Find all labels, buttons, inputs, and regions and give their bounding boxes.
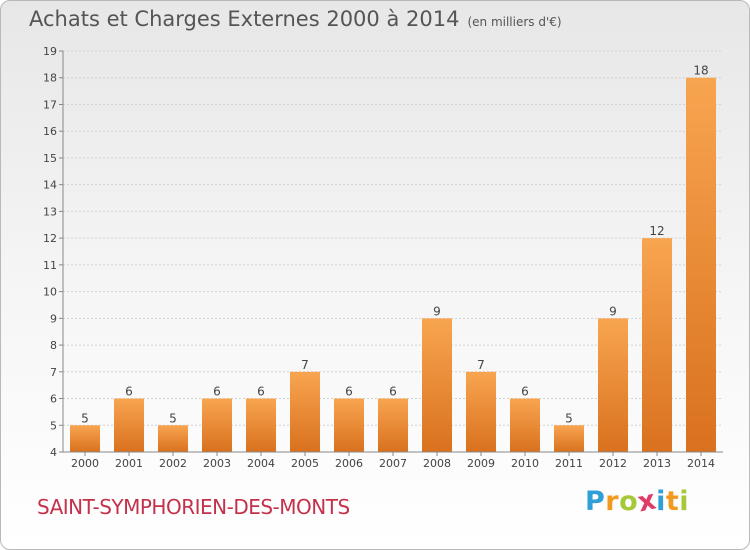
y-tick-label: 16 — [43, 125, 57, 138]
bar — [554, 425, 584, 452]
x-axis-labels: 2000 2001 2002 2003 2004 2005 2006 2007 2008 2009… — [71, 457, 715, 470]
logo-letter: r — [605, 486, 620, 517]
chart-title: Achats et Charges Externes 2000 à 2014 (e… — [29, 7, 562, 31]
bar — [246, 398, 276, 452]
bar — [422, 318, 452, 452]
bar-value-label: 6 — [125, 385, 133, 399]
x-tick-label: 2005 — [291, 457, 319, 470]
x-tick-label: 2004 — [247, 457, 275, 470]
bar-value-label: 6 — [257, 385, 265, 399]
bar-value-label: 5 — [565, 411, 573, 425]
bar — [378, 398, 408, 452]
bar-value-label: 5 — [81, 411, 89, 425]
logo-letter: o — [619, 486, 639, 517]
bar-value-label: 12 — [649, 224, 664, 238]
bar-value-label: 7 — [477, 358, 485, 372]
x-tick-label: 2013 — [643, 457, 671, 470]
x-tick-label: 2001 — [115, 457, 143, 470]
x-tick-label: 2002 — [159, 457, 187, 470]
logo-letter: t — [665, 486, 680, 517]
bar — [202, 398, 232, 452]
y-tick-label: 5 — [50, 419, 57, 432]
bar — [686, 77, 716, 452]
y-tick-label: 8 — [50, 339, 57, 352]
logo-letter: i — [679, 486, 690, 517]
bar-value-label: 9 — [433, 304, 441, 318]
bar-chart: 4 5 6 7 8 9 10 11 12 13 14 15 16 17 18 19 5 6 5 6 6 7 6 6 9 7 6 5 9… — [43, 45, 723, 470]
place-name: SAINT-SYMPHORIEN-DES-MONTS — [37, 495, 350, 519]
y-tick-label: 17 — [43, 98, 57, 111]
y-tick-label: 10 — [43, 286, 57, 299]
bar-value-label: 7 — [301, 358, 309, 372]
logo-letter: P — [585, 486, 606, 517]
proxiti-logo: Proxiti — [585, 484, 690, 518]
chart-title-text: Achats et Charges Externes 2000 à 2014 — [29, 7, 460, 31]
y-tick-label: 14 — [43, 179, 57, 192]
chart-unit: (en milliers d'€) — [467, 15, 562, 29]
x-tick-label: 2000 — [71, 457, 99, 470]
x-tick-label: 2003 — [203, 457, 231, 470]
x-tick-label: 2009 — [467, 457, 495, 470]
y-tick-label: 19 — [43, 45, 57, 58]
x-tick-label: 2006 — [335, 457, 363, 470]
y-tick-label: 11 — [43, 259, 57, 272]
x-tick-label: 2014 — [687, 457, 715, 470]
bar — [114, 398, 144, 452]
x-tick-label: 2011 — [555, 457, 583, 470]
y-tick-label: 13 — [43, 205, 57, 218]
y-tick-label: 4 — [50, 446, 57, 459]
x-tick-label: 2007 — [379, 457, 407, 470]
bar-value-label: 18 — [693, 64, 708, 78]
x-tick-label: 2012 — [599, 457, 627, 470]
y-tick-label: 6 — [50, 393, 57, 406]
bar — [598, 318, 628, 452]
y-tick-label: 12 — [43, 232, 57, 245]
bar — [158, 425, 188, 452]
x-tick-label: 2010 — [511, 457, 539, 470]
bar — [290, 371, 320, 452]
bar — [642, 238, 672, 452]
bar — [510, 398, 540, 452]
y-tick-label: 7 — [50, 366, 57, 379]
logo-letter: i — [656, 486, 666, 517]
bar — [466, 371, 496, 452]
y-axis-labels: 4 5 6 7 8 9 10 11 12 13 14 15 16 17 18 19 — [43, 45, 57, 459]
x-tick-label: 2008 — [423, 457, 451, 470]
y-tick-label: 18 — [43, 72, 57, 85]
bar-value-label: 6 — [521, 385, 529, 399]
y-tick-label: 9 — [50, 312, 57, 325]
bars: 5 6 5 6 6 7 6 6 9 7 6 5 9 12 18 — [70, 64, 716, 452]
bar-value-label: 9 — [609, 304, 617, 318]
y-tick-label: 15 — [43, 152, 57, 165]
bar-value-label: 6 — [389, 385, 397, 399]
bar-value-label: 6 — [213, 385, 221, 399]
bar — [70, 425, 100, 452]
bar — [334, 398, 364, 452]
bar-value-label: 5 — [169, 411, 177, 425]
bar-value-label: 6 — [345, 385, 353, 399]
